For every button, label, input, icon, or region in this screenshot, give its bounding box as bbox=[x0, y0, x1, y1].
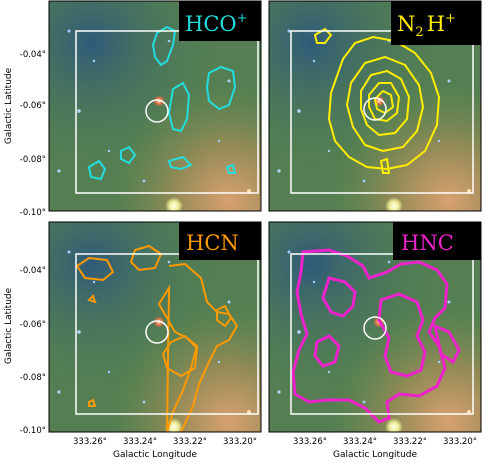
hnc-contours bbox=[291, 248, 461, 424]
x-tick-label: 333.26° bbox=[73, 437, 107, 447]
y-tick-label: -0.08° bbox=[20, 373, 46, 383]
y-axis-top: -0.04° -0.06° -0.08° -0.10° Galactic Lat… bbox=[4, 50, 46, 218]
y-axis-label: Galactic Latitude bbox=[4, 287, 14, 364]
y-tick-label: -0.06° bbox=[20, 101, 46, 111]
x-tick-label: 333.20° bbox=[223, 437, 257, 447]
map-box bbox=[290, 30, 474, 194]
map-box bbox=[75, 253, 259, 415]
x-tick-label: 333.24° bbox=[343, 437, 377, 447]
panel-label-bg bbox=[393, 222, 481, 260]
panel-hnc: HNC bbox=[268, 221, 482, 433]
source-circle bbox=[145, 320, 169, 344]
x-axis-label: Galactic Longitude bbox=[113, 450, 198, 460]
x-tick-label: 333.26° bbox=[293, 437, 327, 447]
panel-label-bg bbox=[179, 222, 261, 260]
hco-contours bbox=[87, 25, 237, 181]
n2h-contours bbox=[313, 27, 441, 174]
panel-n2h: N2 H+ bbox=[268, 0, 482, 212]
panel-hco: HCO+ bbox=[48, 0, 262, 212]
panel-label-bg bbox=[179, 1, 261, 41]
panel-title-hnc: HNC bbox=[401, 231, 454, 255]
panel-title-hcn: HCN bbox=[186, 231, 239, 255]
y-tick-label: -0.04° bbox=[20, 266, 46, 276]
map-box bbox=[290, 253, 474, 415]
map-box bbox=[75, 30, 259, 194]
source-circle bbox=[145, 99, 169, 123]
y-tick-label: -0.10° bbox=[20, 208, 46, 218]
x-tick-label: 333.22° bbox=[393, 437, 427, 447]
x-tick-label: 333.20° bbox=[443, 437, 477, 447]
hcn-contours bbox=[75, 244, 239, 432]
y-tick-label: -0.06° bbox=[20, 320, 46, 330]
x-axis-left: 333.26° 333.24° 333.22° 333.20° Galactic… bbox=[73, 437, 257, 460]
source-circle bbox=[363, 316, 387, 340]
panel-label-bg bbox=[391, 1, 481, 45]
panel-title-n2h: N2 H+ bbox=[397, 11, 456, 40]
y-axis-label: Galactic Latitude bbox=[4, 67, 14, 144]
source-circle bbox=[363, 97, 387, 121]
y-tick-label: -0.08° bbox=[20, 155, 46, 165]
x-tick-label: 333.24° bbox=[123, 437, 157, 447]
x-axis-label: Galactic Longitude bbox=[333, 450, 418, 460]
x-tick-label: 333.22° bbox=[173, 437, 207, 447]
panel-title-hco: HCO+ bbox=[185, 11, 248, 36]
x-axis-right: 333.26° 333.24° 333.22° 333.20° Galactic… bbox=[293, 437, 477, 460]
y-tick-label: -0.10° bbox=[20, 426, 46, 436]
y-axis-bottom: -0.04° -0.06° -0.08° -0.10° Galactic Lat… bbox=[4, 266, 46, 436]
y-tick-label: -0.04° bbox=[20, 50, 46, 60]
panel-hcn: HCN bbox=[48, 221, 262, 433]
